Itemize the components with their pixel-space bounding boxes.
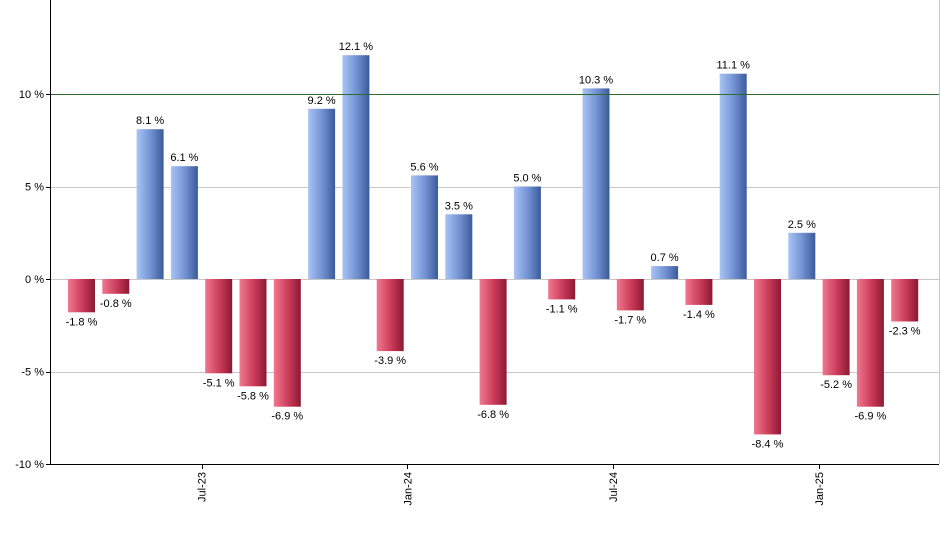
- bar-positive: [170, 166, 198, 279]
- data-label: 9.2 %: [308, 95, 336, 107]
- bar-negative: [548, 279, 576, 300]
- data-label: -3.9 %: [374, 355, 406, 367]
- bar-positive: [513, 186, 541, 279]
- y-tick-label: -10 %: [15, 459, 44, 471]
- data-label: -0.8 %: [100, 298, 132, 310]
- data-label: -1.4 %: [683, 309, 715, 321]
- data-label: -1.7 %: [614, 314, 646, 326]
- data-label: -5.2 %: [820, 379, 852, 391]
- bar-negative: [891, 279, 919, 322]
- y-tick-label: -5 %: [21, 367, 44, 379]
- bar-negative: [754, 279, 781, 435]
- x-tick-label: Jul-23: [197, 472, 209, 502]
- bar-positive: [411, 175, 438, 279]
- data-label: 5.6 %: [410, 161, 438, 173]
- bar-negative: [273, 279, 301, 407]
- bar-negative: [239, 279, 267, 387]
- bars: [68, 55, 919, 435]
- data-label: -5.8 %: [237, 390, 269, 402]
- bar-positive: [308, 108, 336, 279]
- data-label: -1.1 %: [546, 303, 578, 315]
- bar-positive: [651, 266, 679, 279]
- y-tick-label: 0 %: [25, 274, 44, 286]
- bar-negative: [685, 279, 713, 305]
- x-tick-label: Jul-24: [608, 472, 620, 502]
- bar-negative: [856, 279, 884, 407]
- y-tick-label: 10 %: [19, 89, 44, 101]
- data-label: -2.3 %: [889, 326, 921, 338]
- bar-positive: [445, 214, 473, 280]
- data-label: -6.9 %: [855, 411, 887, 423]
- bar-positive: [342, 55, 370, 280]
- bar-negative: [102, 279, 130, 294]
- data-label: 11.1 %: [716, 60, 750, 72]
- x-tick-label: Jan-24: [402, 472, 414, 506]
- bar-negative: [822, 279, 850, 376]
- data-label: 8.1 %: [136, 115, 164, 127]
- data-label: 0.7 %: [651, 252, 679, 264]
- bar-positive: [582, 88, 610, 280]
- data-label: 10.3 %: [579, 74, 613, 86]
- data-label: 6.1 %: [170, 152, 198, 164]
- bar-negative: [479, 279, 507, 405]
- data-label: 5.0 %: [513, 173, 541, 185]
- bar-positive: [788, 232, 816, 280]
- data-labels: -1.8 %-0.8 %8.1 %6.1 %-5.1 %-5.8 %-6.9 %…: [66, 41, 921, 450]
- bar-positive: [136, 129, 164, 279]
- data-label: -8.4 %: [752, 438, 784, 450]
- bar-negative: [376, 279, 404, 352]
- data-label: 3.5 %: [445, 200, 473, 212]
- bar-negative: [68, 279, 95, 313]
- y-tick-label: 5 %: [25, 182, 44, 194]
- bar-positive: [719, 73, 747, 279]
- data-label: 12.1 %: [339, 41, 373, 53]
- bar-negative: [616, 279, 644, 311]
- data-label: -6.9 %: [271, 411, 303, 423]
- data-label: -5.1 %: [203, 377, 235, 389]
- x-tick-label: Jan-25: [814, 472, 826, 506]
- data-label: -1.8 %: [66, 316, 98, 328]
- bar-negative: [205, 279, 233, 374]
- data-label: 2.5 %: [788, 219, 816, 231]
- data-label: -6.8 %: [477, 409, 509, 421]
- axes: 10 % 5 % 0 % -5 % -10 % Jul-23 Jan-24 Jul-24 Jan…: [15, 0, 940, 506]
